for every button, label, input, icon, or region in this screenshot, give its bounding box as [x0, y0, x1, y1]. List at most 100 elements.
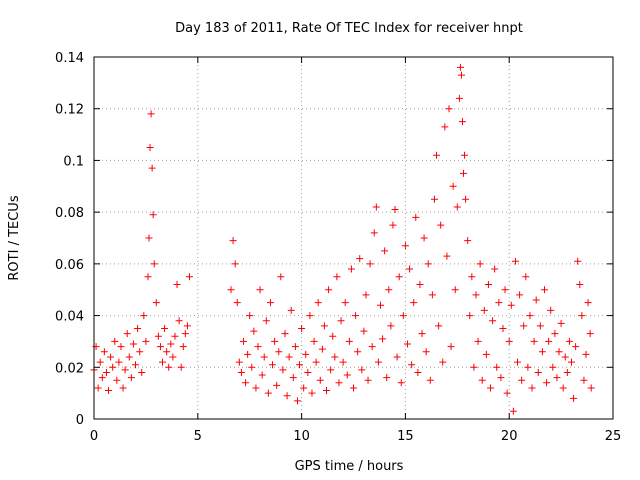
y-tick-label: 0.02 — [55, 361, 84, 376]
data-point — [184, 322, 191, 329]
data-point — [454, 203, 461, 210]
data-point — [383, 374, 390, 381]
data-point — [259, 372, 266, 379]
data-point — [153, 299, 160, 306]
data-point — [558, 320, 565, 327]
data-point — [433, 152, 440, 159]
data-point — [111, 338, 118, 345]
data-point — [373, 203, 380, 210]
data-point — [468, 273, 475, 280]
data-point — [522, 273, 529, 280]
data-point — [230, 237, 237, 244]
data-point — [311, 338, 318, 345]
data-point — [281, 330, 288, 337]
data-point — [342, 299, 349, 306]
data-point — [585, 299, 592, 306]
data-point — [180, 343, 187, 350]
data-point — [531, 338, 538, 345]
data-point — [389, 222, 396, 229]
data-point — [381, 247, 388, 254]
data-point — [95, 384, 102, 391]
data-point — [506, 338, 513, 345]
data-point — [551, 330, 558, 337]
data-point — [236, 359, 243, 366]
data-point — [149, 165, 156, 172]
y-tick-label: 0.1 — [63, 154, 84, 169]
data-point — [113, 377, 120, 384]
data-point — [99, 374, 106, 381]
data-point — [539, 348, 546, 355]
data-point — [358, 366, 365, 373]
data-point — [464, 237, 471, 244]
data-point — [512, 258, 519, 265]
data-point — [470, 364, 477, 371]
data-point — [533, 297, 540, 304]
data-point — [377, 302, 384, 309]
data-point — [564, 369, 571, 376]
data-point — [267, 299, 274, 306]
data-point — [583, 351, 590, 358]
data-point — [144, 273, 151, 280]
data-point — [543, 379, 550, 386]
data-point — [437, 222, 444, 229]
data-point — [394, 353, 401, 360]
data-point — [459, 118, 466, 125]
data-point — [371, 229, 378, 236]
y-tick-label: 0.04 — [55, 310, 84, 325]
data-point — [329, 333, 336, 340]
data-point — [419, 330, 426, 337]
data-point — [244, 351, 251, 358]
data-point — [252, 384, 259, 391]
data-point — [171, 333, 178, 340]
data-point — [321, 322, 328, 329]
x-axis-label: GPS time / hours — [295, 459, 404, 474]
x-tick-label: 20 — [501, 429, 518, 444]
data-point — [504, 390, 511, 397]
data-point — [556, 348, 563, 355]
data-point — [325, 286, 332, 293]
data-point — [242, 379, 249, 386]
data-point — [155, 333, 162, 340]
data-point — [497, 374, 504, 381]
data-point — [169, 353, 176, 360]
y-tick-label: 0 — [76, 413, 84, 428]
data-point — [228, 286, 235, 293]
data-point — [387, 322, 394, 329]
data-point — [481, 307, 488, 314]
data-point — [365, 377, 372, 384]
data-point — [431, 196, 438, 203]
data-point — [333, 273, 340, 280]
data-point — [327, 366, 334, 373]
data-point — [398, 379, 405, 386]
data-point — [362, 291, 369, 298]
data-point — [406, 266, 413, 273]
data-points — [91, 64, 595, 415]
data-point — [335, 379, 342, 386]
data-point — [487, 384, 494, 391]
data-point — [132, 361, 139, 368]
data-point — [396, 273, 403, 280]
data-point — [427, 377, 434, 384]
data-point — [313, 359, 320, 366]
data-point — [151, 260, 158, 267]
data-point — [529, 384, 536, 391]
data-point — [117, 343, 124, 350]
data-point — [429, 291, 436, 298]
data-point — [472, 291, 479, 298]
data-point — [491, 266, 498, 273]
data-point — [392, 206, 399, 213]
data-point — [462, 196, 469, 203]
data-point — [502, 286, 509, 293]
data-point — [157, 343, 164, 350]
x-tick-label: 10 — [293, 429, 310, 444]
data-point — [452, 286, 459, 293]
data-point — [553, 374, 560, 381]
data-point — [485, 281, 492, 288]
data-point — [238, 369, 245, 376]
data-point — [109, 364, 116, 371]
data-point — [126, 353, 133, 360]
data-point — [562, 353, 569, 360]
data-point — [147, 144, 154, 151]
data-point — [234, 299, 241, 306]
